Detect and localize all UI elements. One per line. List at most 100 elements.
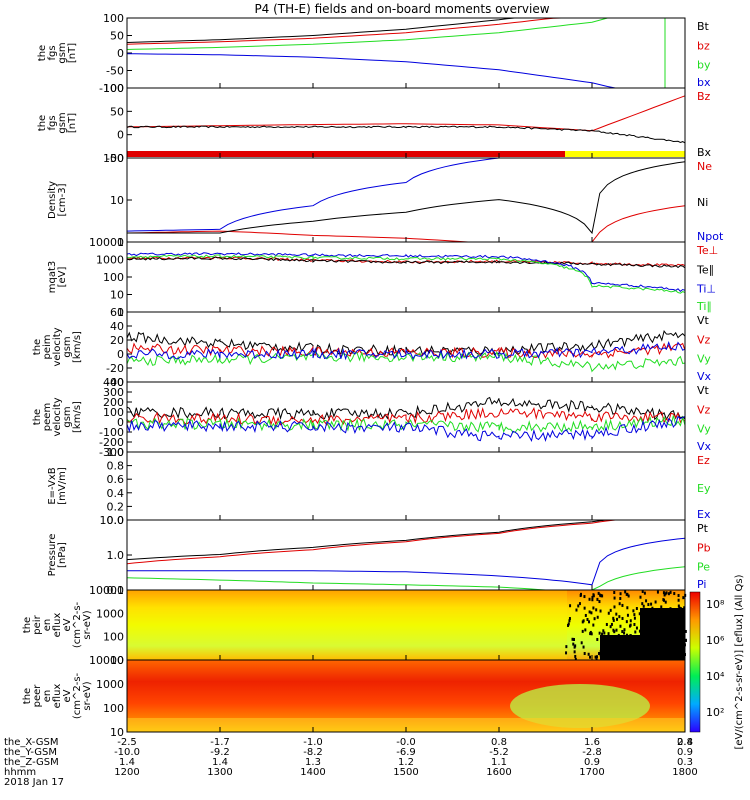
colorbar-tick-label: 10⁶ <box>706 634 725 647</box>
ion-black-region <box>600 635 640 660</box>
spectrogram-pixel <box>574 654 577 658</box>
y-tick-label: 0 <box>117 348 124 361</box>
y-tick-label: 10 <box>110 654 124 667</box>
y-tick-label: 0.0 <box>107 514 125 527</box>
y-axis-label: [nT] <box>67 43 78 63</box>
spectrogram-pixel <box>667 592 670 596</box>
spectrogram-pixel <box>571 637 574 641</box>
spectrogram-pixel <box>598 631 601 635</box>
y-tick-label: 400 <box>103 376 124 389</box>
spectrogram-pixel <box>579 592 582 596</box>
y-axis-label: (cm^2-s- <box>72 672 83 719</box>
spectrogram-pixel <box>582 645 585 649</box>
y-tick-label: -100 <box>99 426 124 439</box>
spectrogram-pixel <box>613 630 616 634</box>
y-tick-label: 200 <box>103 396 124 409</box>
legend-item: Vz <box>697 333 711 346</box>
spectrogram-pixel <box>643 591 646 595</box>
spectrogram-pixel <box>601 632 604 636</box>
spectrogram-pixel <box>573 650 576 654</box>
legend-item: Bt <box>697 20 710 33</box>
y-axis-label: gsm <box>62 406 73 427</box>
spectrogram-pixel <box>662 591 665 595</box>
spectrogram-pixel <box>621 630 624 634</box>
legend-item: Bx <box>697 146 712 159</box>
y-tick-label: 20 <box>110 334 124 347</box>
spectrogram-pixel <box>625 592 628 596</box>
x-y_gsm-label: 0.9 <box>677 747 693 758</box>
series-Te∥ <box>126 256 686 269</box>
mode-bar-red <box>127 151 565 157</box>
spectrogram-pixel <box>663 593 666 597</box>
spectrogram-pixel <box>616 617 619 621</box>
spectrogram-pixel <box>583 606 586 610</box>
y-tick-label: -20 <box>106 362 124 375</box>
y-tick-label: 1000 <box>96 254 124 267</box>
spectrogram-pixel <box>684 638 687 642</box>
x-hhmm-label: 1600 <box>486 767 511 778</box>
y-axis-label: the <box>37 45 48 61</box>
y-axis-label: Density <box>47 181 58 219</box>
panel-p3: Density [cm-3] 100 10 1 Ne Ni Npot <box>47 152 724 249</box>
spectrogram-pixel <box>581 620 584 624</box>
spectrogram-pixel <box>588 610 591 614</box>
legend-item: Ez <box>697 454 710 467</box>
series-Pt <box>126 519 685 561</box>
spectrogram-pixel <box>641 590 644 594</box>
y-tick-label: -40 <box>106 376 124 389</box>
spectrogram-pixel <box>568 619 571 623</box>
x-x_gsm-label: -2.5 <box>117 737 137 748</box>
spectrogram-pixel <box>598 651 601 655</box>
y-tick-label: 10000 <box>89 654 124 667</box>
spectrogram-pixel <box>669 590 672 594</box>
y-axis-label: Pressure <box>47 534 58 577</box>
spectrogram-pixel <box>613 605 616 609</box>
x-hhmm-label: 1700 <box>579 767 604 778</box>
spectrogram-pixel <box>639 595 642 599</box>
series-Ne <box>126 205 686 243</box>
spectrogram-pixel <box>613 590 616 594</box>
colorbar-label: [eV/(cm^2-s-sr-eV)] [eflux] (All Qs) <box>734 574 745 749</box>
panel-frame <box>126 241 686 313</box>
y-tick-label: 1 <box>117 306 124 319</box>
spectrogram-pixel <box>612 618 615 622</box>
x-y_gsm-label: -9.2 <box>210 747 230 758</box>
spectrogram-pixel <box>567 622 570 626</box>
spectrogram-pixel <box>656 590 659 594</box>
legend-item: Vx <box>697 370 712 383</box>
x-z_gsm-label: 1.4 <box>119 757 135 768</box>
spectrogram-pixel <box>632 609 635 613</box>
spectrogram-pixel <box>618 602 621 606</box>
y-tick-label: 1000 <box>96 607 124 620</box>
spectrogram-pixel <box>623 631 626 635</box>
spectrogram-pixel <box>596 597 599 601</box>
y-axis-label: the <box>32 339 43 355</box>
colorbar-tick-label: 10² <box>706 706 724 719</box>
y-axis-label: peir <box>32 614 43 634</box>
legend-item: Ne <box>697 160 712 173</box>
legend-item: Pb <box>697 541 711 554</box>
y-tick-label: 40 <box>110 320 124 333</box>
y-tick-label: 50 <box>110 105 124 118</box>
spectrogram-pixel <box>624 590 627 594</box>
spectrogram-pixel <box>592 594 595 598</box>
legend-item: Pe <box>697 561 710 574</box>
y-axis-label: [km/s] <box>72 401 83 433</box>
x-z_gsm-label: 1.4 <box>212 757 228 768</box>
y-axis-label: the <box>37 115 48 131</box>
spectrogram-pixel <box>599 609 602 613</box>
x-y_gsm-label: -5.2 <box>489 747 509 758</box>
y-axis-label: fgs <box>47 115 58 130</box>
spectrogram-pixel <box>633 613 636 617</box>
y-tick-label: 10000 <box>89 236 124 249</box>
y-tick-label: 10.0 <box>100 514 125 527</box>
y-axis-label: eflux <box>52 613 63 638</box>
y-tick-label: 100 <box>103 152 124 165</box>
legend-item: bz <box>697 39 710 52</box>
x-row-label: the_Y-GSM <box>4 747 57 758</box>
x-y_gsm-label: -10.0 <box>114 747 140 758</box>
series-Ti⊥ <box>126 252 686 292</box>
series-Bx <box>126 125 686 144</box>
panel-p4: mqat3 [eV] 10000 1000 100 10 1 Te⊥ Te∥ Ti⊥ Ti∥ <box>47 236 718 319</box>
spectrogram-pixel <box>595 608 598 612</box>
